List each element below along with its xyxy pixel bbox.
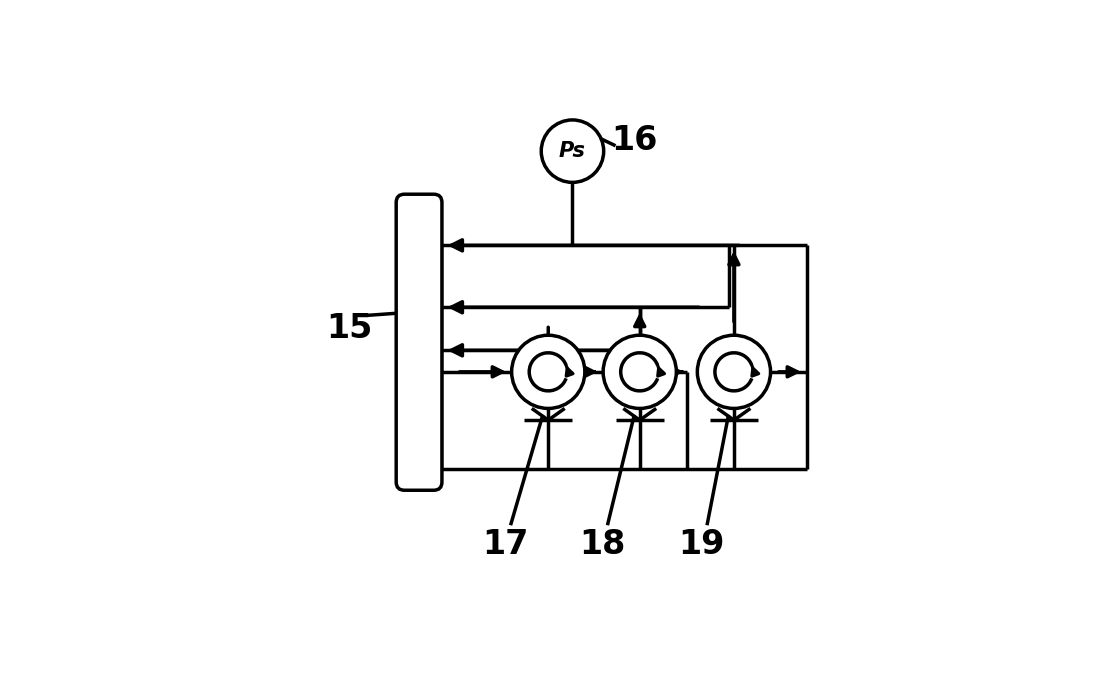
FancyBboxPatch shape: [397, 194, 442, 490]
Circle shape: [603, 336, 676, 408]
Circle shape: [697, 336, 771, 408]
Text: 17: 17: [483, 528, 528, 561]
Text: 18: 18: [579, 528, 626, 561]
Text: 19: 19: [678, 528, 725, 561]
Text: 16: 16: [611, 124, 658, 157]
Text: 15: 15: [326, 312, 372, 345]
Text: Ps: Ps: [558, 141, 586, 161]
Circle shape: [542, 120, 603, 182]
Circle shape: [512, 336, 585, 408]
